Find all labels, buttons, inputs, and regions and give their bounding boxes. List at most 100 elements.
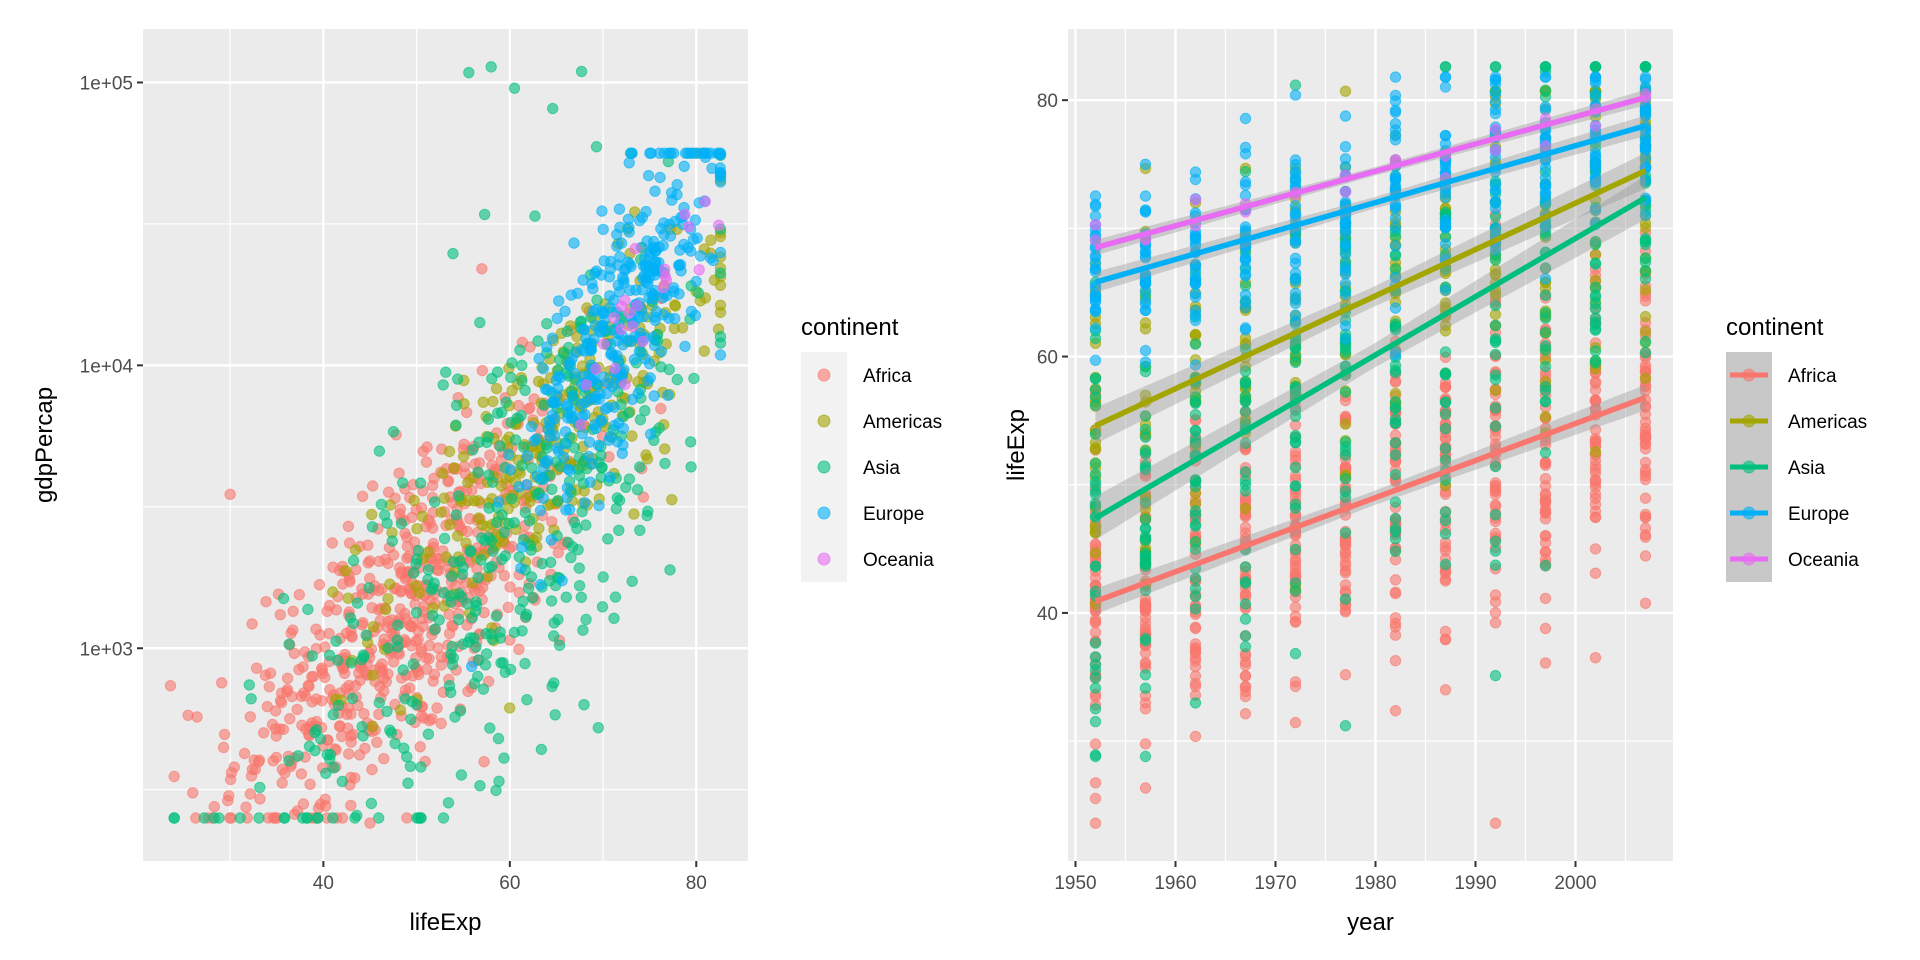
right-point-europe [1339,320,1352,332]
left-point-americas [366,720,379,733]
left-point-asia [480,628,492,640]
right-legend-label: Africa [1788,366,1837,387]
left-point-asia [522,582,535,594]
right-point-asia [1239,466,1252,478]
left-point-europe [577,274,589,286]
left-point-americas [435,506,447,518]
left-point-africa [250,662,263,674]
left-point-americas [443,445,456,458]
left-point-africa [417,445,429,457]
right-point-oceania [1339,186,1352,198]
right-point-europe [1389,169,1402,182]
left-point-asia [402,777,414,789]
left-point-asia [631,484,644,496]
right-point-africa [1289,676,1302,688]
right-point-africa [1639,473,1652,486]
left-point-asia [490,610,503,622]
right-point-africa [1439,684,1452,696]
left-point-asia [545,556,557,568]
left-point-europe [711,147,724,159]
left-point-oceania [580,379,592,391]
left-point-asia [664,564,676,576]
left-point-asia [519,657,531,670]
left-point-europe [534,504,547,517]
left-point-europe [579,497,591,509]
right-point-africa [1239,670,1252,682]
left-point-europe [612,279,624,291]
left-point-oceania [598,338,610,350]
left-point-africa [168,770,180,783]
left-point-asia [357,730,369,742]
left-point-europe [547,396,559,408]
right-point-asia [1239,613,1252,625]
left-point-americas [394,704,407,716]
left-point-asia [283,755,295,767]
left-point-americas [327,586,339,598]
left-point-oceania [619,378,631,391]
right-point-europe [1589,89,1602,101]
left-point-europe [537,473,549,485]
left-point-oceania [699,195,711,208]
right-point-asia [1289,437,1302,449]
left-legend-label: Africa [863,366,912,387]
right-point-europe [1439,284,1452,296]
left-point-africa [314,629,326,641]
left-point-europe [601,387,613,400]
left-point-oceania [713,219,725,231]
left-point-americas [705,234,717,246]
left-point-africa [302,679,314,692]
right-point-africa [1339,669,1352,681]
left-point-asia [375,498,388,511]
left-point-africa [274,609,286,621]
right-point-asia [1139,423,1152,436]
right-point-europe [1089,322,1102,334]
left-point-asia [508,517,520,529]
left-point-americas [472,512,485,524]
left-point-asia [520,608,533,621]
left-point-asia [384,724,396,736]
left-point-asia [382,642,394,654]
right-point-asia [1539,395,1552,407]
left-point-africa [291,703,303,716]
left-point-asia [521,694,533,706]
right-point-americas [1339,85,1352,97]
right-point-asia [1439,528,1452,540]
right-y-tick-label: 80 [1037,91,1058,112]
left-point-europe [604,471,616,483]
left-point-americas [340,565,352,577]
left-point-asia [450,509,462,521]
right-point-europe [1389,302,1402,314]
right-point-americas [1589,446,1602,458]
right-point-asia [1589,357,1602,369]
right-point-europe [1189,291,1202,303]
right-x-axis-title: year [1347,909,1394,936]
left-point-africa [423,653,435,665]
right-point-africa [1139,656,1152,669]
right-point-asia [1289,543,1302,555]
right-point-asia [1389,364,1402,376]
left-point-asia [455,769,468,781]
left-point-asia [634,524,646,536]
left-point-asia [494,632,507,644]
left-point-asia [346,692,359,705]
right-point-europe [1239,289,1252,301]
left-point-outlier-asia [478,208,491,221]
left-point-americas [367,621,380,633]
right-x-tick-label: 1980 [1354,873,1396,894]
left-point-americas [708,274,721,286]
right-point-europe [1439,71,1452,83]
left-point-asia [397,477,409,489]
left-point-asia [516,374,528,387]
right-point-europe [1189,305,1202,317]
left-point-asia [480,648,493,660]
left-point-asia [560,591,572,603]
left-point-asia [254,781,266,794]
left-point-asia [392,641,404,653]
right-point-asia [1639,238,1652,251]
right-point-outlier-africa [1539,657,1552,669]
left-point-europe [658,217,670,229]
left-point-europe [593,499,605,512]
right-point-africa [1289,553,1302,565]
left-point-europe [502,448,515,461]
